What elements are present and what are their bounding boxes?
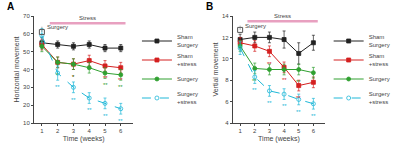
svg-text:40: 40 — [23, 67, 30, 73]
svg-text:5: 5 — [297, 128, 301, 134]
svg-text:3: 3 — [268, 128, 272, 134]
svg-text:6: 6 — [119, 128, 123, 134]
svg-text:**: ** — [252, 78, 257, 84]
svg-text:**: ** — [282, 77, 287, 83]
svg-text:Sham+stress: Sham+stress — [369, 53, 389, 67]
svg-text:14: 14 — [222, 13, 229, 19]
svg-text:12: 12 — [222, 35, 229, 41]
svg-text:6: 6 — [312, 128, 316, 134]
svg-text:**: ** — [311, 113, 316, 119]
svg-text:*: * — [72, 74, 75, 80]
svg-text:*: * — [72, 74, 75, 80]
svg-text:**: ** — [296, 95, 301, 101]
svg-text:Surgery+stress: Surgery+stress — [369, 91, 390, 105]
svg-text:**: ** — [55, 84, 60, 90]
svg-text:**: ** — [103, 82, 108, 88]
svg-text:**: ** — [103, 113, 108, 119]
svg-text:30: 30 — [23, 84, 30, 90]
svg-text:4: 4 — [225, 120, 229, 126]
svg-text:5: 5 — [103, 128, 107, 134]
svg-text:Stress: Stress — [274, 13, 291, 19]
svg-text:ShamSurgery: ShamSurgery — [369, 34, 390, 48]
svg-text:70: 70 — [23, 13, 30, 19]
svg-text:B: B — [206, 1, 213, 12]
svg-text:Surgery: Surgery — [47, 24, 68, 30]
svg-text:4: 4 — [88, 128, 92, 134]
svg-text:6: 6 — [225, 99, 229, 105]
svg-text:Horizontal movement: Horizontal movement — [13, 36, 20, 102]
svg-text:Sham+stress: Sham+stress — [177, 53, 197, 67]
svg-text:**: ** — [267, 100, 272, 106]
svg-text:**: ** — [282, 103, 287, 109]
svg-text:4: 4 — [282, 128, 286, 134]
svg-text:**: ** — [103, 75, 108, 81]
svg-text:A: A — [7, 1, 14, 12]
svg-text:Vertial movement: Vertial movement — [212, 42, 219, 96]
svg-text:2: 2 — [253, 128, 257, 134]
svg-text:**: ** — [267, 61, 272, 67]
svg-text:Surgery: Surgery — [369, 76, 390, 82]
svg-text:**: ** — [296, 109, 301, 115]
svg-text:**: ** — [87, 107, 92, 113]
svg-text:60: 60 — [23, 31, 30, 37]
svg-text:**: ** — [118, 84, 123, 90]
svg-text:Surgery: Surgery — [177, 76, 198, 82]
svg-text:*: * — [56, 72, 59, 78]
svg-text:ShamSurgery: ShamSurgery — [177, 34, 198, 48]
svg-text:**: ** — [118, 118, 123, 124]
svg-text:Surgery+stress: Surgery+stress — [177, 91, 198, 105]
svg-text:10: 10 — [222, 56, 229, 62]
svg-text:**: ** — [118, 77, 123, 83]
svg-text:Time (weeks): Time (weeks) — [258, 135, 300, 143]
svg-text:10: 10 — [23, 120, 30, 126]
svg-text:**: ** — [296, 79, 301, 85]
svg-text:Surgery: Surgery — [245, 23, 266, 29]
svg-text:Stress: Stress — [79, 15, 96, 21]
svg-text:**: ** — [71, 97, 76, 103]
svg-text:Time (weeks): Time (weeks) — [63, 135, 105, 143]
svg-text:3: 3 — [72, 128, 76, 134]
svg-text:**: ** — [252, 87, 257, 93]
svg-text:50: 50 — [23, 49, 30, 55]
svg-text:8: 8 — [225, 77, 229, 83]
svg-text:1: 1 — [238, 128, 242, 134]
svg-text:2: 2 — [56, 128, 60, 134]
svg-text:1: 1 — [40, 128, 44, 134]
svg-text:20: 20 — [23, 102, 30, 108]
